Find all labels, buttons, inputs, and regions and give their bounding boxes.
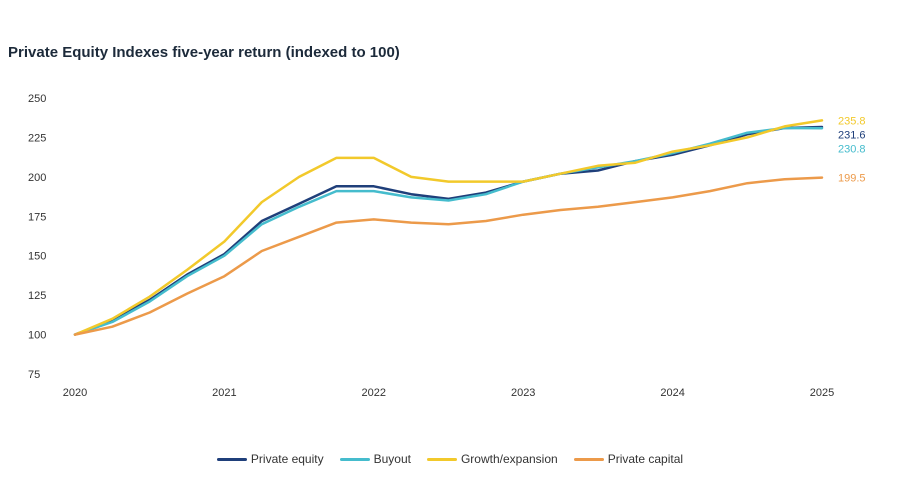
legend-swatch	[216, 457, 247, 461]
legend-label: Private equity	[250, 452, 324, 466]
legend-item-private-capital: Private capital	[573, 452, 684, 466]
legend-swatch	[573, 457, 604, 461]
x-tick-label: 2024	[660, 387, 684, 399]
series-line-buyout	[73, 126, 824, 336]
legend-label: Private capital	[607, 452, 684, 466]
end-labels: 235.8 231.6 230.8 199.5	[838, 115, 866, 184]
end-label-buyout: 230.8	[838, 143, 866, 155]
y-tick-label: 150	[28, 251, 46, 263]
series-lines	[73, 119, 824, 336]
line-chart: 250 225 200 175 150 125 100 75 2020 2021 2022 2023…	[28, 93, 866, 399]
y-axis: 250 225 200 175 150 125 100 75	[28, 93, 46, 381]
legend-swatch	[339, 457, 370, 461]
end-label-private-equity: 231.6	[838, 129, 866, 141]
x-axis: 2020 2021 2022 2023 2024 2025	[63, 387, 834, 399]
series-line-private-capital	[73, 176, 824, 336]
x-tick-label: 2023	[511, 387, 535, 399]
legend-label: Buyout	[373, 452, 411, 466]
end-label-growth-expansion: 235.8	[838, 115, 866, 127]
y-tick-label: 225	[28, 132, 46, 144]
legend-item-buyout: Buyout	[339, 452, 411, 466]
chart-title: Private Equity Indexes five-year return …	[8, 44, 400, 61]
x-tick-label: 2021	[212, 387, 236, 399]
series-line-growth-expansion	[73, 119, 824, 336]
x-tick-label: 2020	[63, 387, 87, 399]
y-tick-label: 175	[28, 211, 46, 223]
y-tick-label: 100	[28, 330, 46, 342]
legend-label: Growth/expansion	[460, 452, 558, 466]
x-tick-label: 2025	[810, 387, 834, 399]
y-tick-label: 75	[28, 369, 40, 381]
y-tick-label: 200	[28, 172, 46, 184]
legend-item-growth-expansion: Growth/expansion	[426, 452, 558, 466]
series-line-private-equity	[73, 125, 824, 336]
legend-swatch	[426, 457, 457, 461]
end-label-private-capital: 199.5	[838, 173, 866, 185]
legend: Private equity Buyout Growth/expansion Priv…	[0, 452, 900, 466]
y-tick-label: 125	[28, 290, 46, 302]
legend-item-private-equity: Private equity	[216, 452, 324, 466]
y-tick-label: 250	[28, 93, 46, 105]
x-tick-label: 2022	[362, 387, 386, 399]
